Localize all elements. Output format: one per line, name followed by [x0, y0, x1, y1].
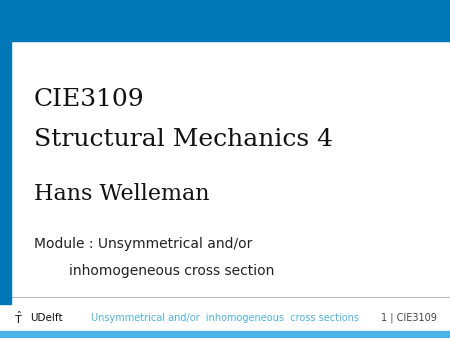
Text: 1 | CIE3109: 1 | CIE3109 [381, 312, 436, 323]
Bar [0, 0, 11, 304]
Text: Unsymmetrical and/or  inhomogeneous  cross sections: Unsymmetrical and/or inhomogeneous cross… [91, 313, 359, 323]
Text: Module : Unsymmetrical and/or: Module : Unsymmetrical and/or [34, 237, 252, 250]
Bar [0, 331, 450, 338]
Text: inhomogeneous cross section: inhomogeneous cross section [34, 264, 274, 277]
Text: $\mathsf{\hat{T}}$: $\mathsf{\hat{T}}$ [14, 310, 22, 326]
Text: CIE3109: CIE3109 [34, 88, 144, 111]
Text: Structural Mechanics 4: Structural Mechanics 4 [34, 128, 333, 151]
Text: UDelft: UDelft [31, 313, 63, 323]
Text: Hans Welleman: Hans Welleman [34, 183, 209, 204]
Bar [11, 0, 450, 41]
